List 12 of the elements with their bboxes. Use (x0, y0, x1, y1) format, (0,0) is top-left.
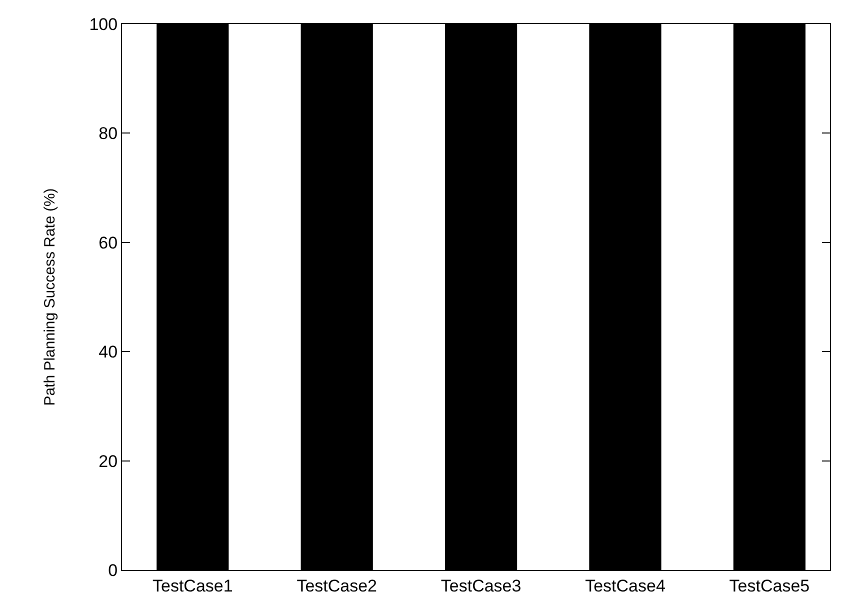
y-tick-label: 100 (89, 14, 118, 34)
y-tick-label: 0 (108, 560, 118, 580)
x-tick-label: TestCase2 (296, 576, 378, 596)
y-tick-label: 20 (98, 452, 118, 471)
y-tick-label: 60 (98, 233, 118, 252)
y-axis-title: Path Planning Success Rate (%) (41, 188, 58, 406)
x-tick-label: TestCase4 (585, 576, 666, 596)
y-tick-label: 80 (98, 124, 118, 144)
y-tick-label: 40 (98, 342, 118, 362)
x-tick-label: TestCase1 (152, 576, 233, 596)
x-tick-label: TestCase5 (729, 576, 810, 596)
x-tick-label: TestCase3 (440, 576, 522, 596)
